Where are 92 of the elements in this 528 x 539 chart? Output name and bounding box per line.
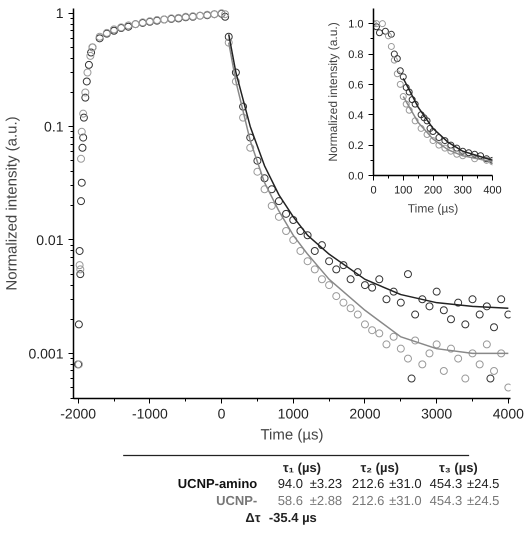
text: UCNP- [216, 493, 258, 508]
point [424, 117, 431, 124]
x-tick-label: 4000 [492, 406, 524, 422]
point [447, 148, 454, 155]
text: ±24.5 [466, 476, 500, 491]
x-tick-label: 3000 [421, 406, 452, 422]
text: 454.3 [430, 493, 462, 508]
point [441, 137, 448, 144]
y-tick-label: 0.1 [44, 118, 64, 135]
point [435, 142, 442, 149]
point [426, 124, 434, 132]
point [390, 50, 398, 58]
y-tick-label: 1 [56, 5, 64, 22]
point [406, 88, 413, 96]
y-tick-label: 1.0 [348, 18, 364, 31]
point [418, 124, 425, 132]
point [390, 56, 398, 64]
text: 212.6 [352, 476, 384, 491]
point [402, 100, 410, 108]
point [388, 42, 395, 50]
text: 454.3 [430, 476, 462, 491]
y-tick-label: 0.001 [28, 345, 64, 362]
point [430, 137, 436, 144]
text: -35.4 µs [268, 510, 317, 525]
point [420, 114, 428, 122]
point [459, 148, 466, 155]
point [424, 131, 431, 138]
point [396, 80, 404, 88]
point [453, 144, 460, 152]
x-tick-label: 0 [218, 406, 226, 422]
line-series [402, 78, 492, 162]
text: 212.6 [352, 493, 384, 508]
x-tick-label: -1000 [132, 406, 168, 422]
x-tick-label: 100 [394, 184, 412, 196]
y-tick-label: 0.4 [348, 110, 364, 122]
point [447, 142, 454, 149]
point [441, 144, 448, 152]
x-tick-label: -2000 [60, 406, 96, 422]
point [412, 117, 419, 124]
point [384, 32, 392, 40]
point [477, 152, 484, 160]
point [394, 70, 401, 78]
line-series [402, 96, 492, 163]
text: ±2.88 [310, 493, 342, 508]
point [465, 149, 472, 156]
x-tick-label: 400 [483, 184, 502, 196]
point [376, 29, 383, 36]
point [378, 20, 386, 28]
point [374, 23, 380, 30]
point [412, 100, 419, 108]
point [406, 106, 413, 114]
x-tick-label: 1000 [278, 406, 310, 422]
point [453, 150, 460, 158]
y-tick-label: 0.8 [348, 49, 364, 62]
x-tick-label: 300 [454, 184, 472, 196]
text: ±31.0 [389, 476, 422, 491]
point [471, 155, 478, 162]
point [396, 67, 404, 74]
y-axis-title: Normalized intensity (a.u.) [3, 116, 20, 291]
point [400, 73, 407, 80]
point [402, 84, 410, 91]
text: 58.6 [278, 493, 304, 508]
y-tick-label: 0.0 [348, 170, 364, 182]
point [430, 128, 436, 135]
point [374, 20, 380, 28]
point [394, 55, 401, 62]
text: UCNP-amino [178, 476, 258, 491]
point [400, 93, 407, 100]
text: Δτ [245, 510, 261, 525]
text: ±3.23 [310, 476, 342, 491]
x-tick-label: 200 [424, 184, 442, 196]
text: ±24.5 [466, 493, 500, 508]
point [459, 152, 466, 160]
x-tick-label: 0 [370, 184, 377, 196]
x-axis-title: Time (µs) [260, 426, 324, 444]
text: 94.0 [278, 476, 304, 491]
y-axis-title: Normalized intensity (a.u.) [326, 22, 340, 162]
text: ±31.0 [389, 493, 422, 508]
y-tick-label: 0.01 [36, 232, 64, 248]
point [471, 150, 478, 158]
text: τ₂ (µs) [360, 460, 400, 475]
y-tick-label: 0.2 [348, 140, 364, 152]
text: τ₃ (µs) [438, 460, 478, 475]
point [435, 134, 442, 142]
x-axis-title: Time (µs) [408, 202, 458, 216]
point [382, 28, 389, 35]
point [388, 30, 395, 38]
point [418, 111, 425, 118]
text: τ₁ (µs) [282, 460, 322, 475]
x-tick-label: 2000 [349, 406, 381, 422]
point [408, 96, 416, 104]
y-tick-label: 0.6 [348, 79, 364, 92]
